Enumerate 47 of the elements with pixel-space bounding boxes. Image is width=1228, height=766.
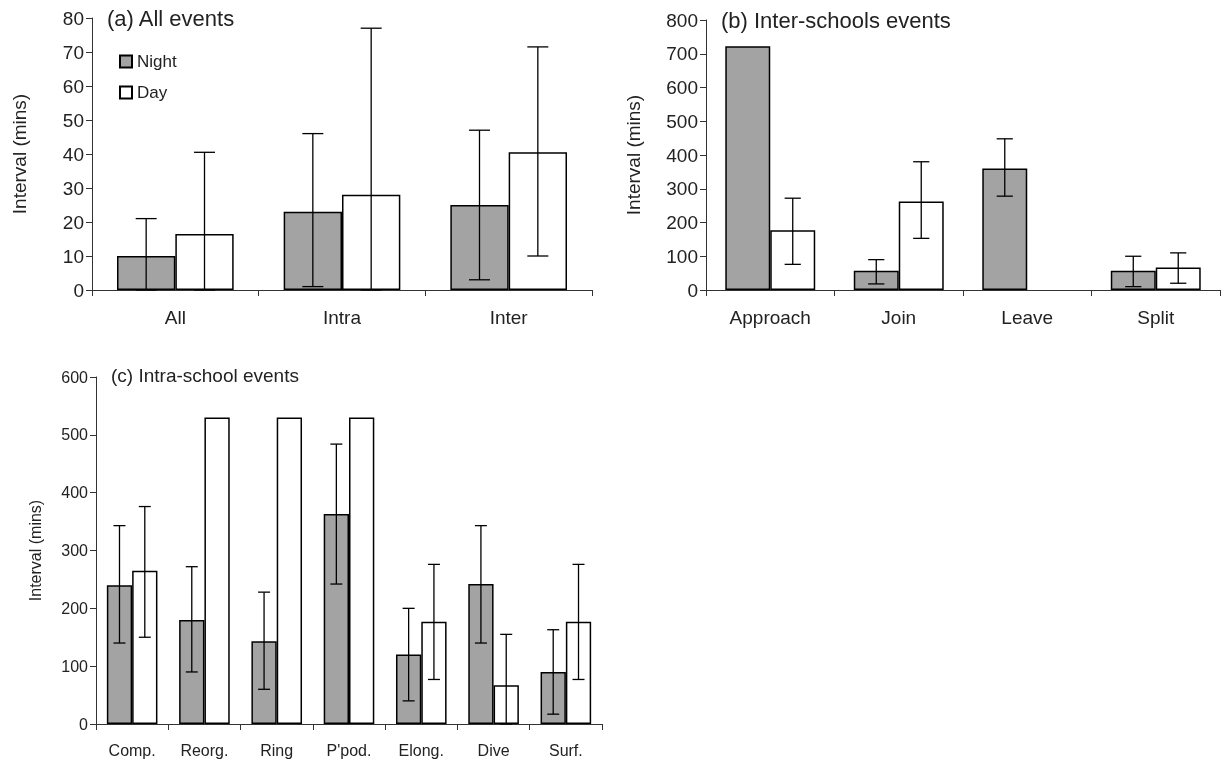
y-tick-label: 40 — [62, 143, 84, 165]
y-tick-label: 80 — [62, 7, 84, 29]
y-tick-label: 400 — [666, 144, 698, 166]
x-tick-label: Ring — [260, 741, 294, 759]
legend-label: Day — [137, 83, 168, 102]
y-tick-label: 20 — [62, 211, 84, 233]
x-tick-label: Elong. — [398, 741, 444, 759]
y-tick-label: 300 — [61, 542, 89, 559]
x-tick-label: Join — [881, 307, 917, 328]
x-tick-label: Comp. — [108, 741, 156, 759]
y-axis-title: Interval (mins) — [623, 94, 645, 216]
y-tick-label: 10 — [62, 245, 84, 267]
y-tick-label: 300 — [666, 178, 698, 200]
y-tick-label: 30 — [62, 177, 84, 199]
y-tick-label: 600 — [61, 368, 89, 386]
y-tick-label: 100 — [61, 657, 89, 675]
y-tick-label: 70 — [62, 41, 84, 63]
y-tick-label: 0 — [687, 279, 698, 301]
y-axis-title: Interval (mins) — [9, 93, 31, 215]
chart-title: (c) Intra-school events — [111, 365, 299, 386]
y-tick-label: 500 — [61, 426, 89, 444]
chart-title: (a) All events — [107, 5, 235, 31]
x-tick-label: Surf. — [548, 741, 583, 759]
x-tick-label: Inter — [489, 307, 529, 328]
x-tick-label: Leave — [1001, 307, 1054, 328]
y-tick-label: 400 — [61, 484, 89, 502]
y-tick-label: 600 — [666, 77, 698, 98]
y-tick-label: 0 — [79, 715, 89, 733]
y-tick-label: 200 — [666, 212, 698, 233]
y-tick-label: 50 — [62, 109, 84, 131]
y-tick-label: 0 — [73, 279, 84, 301]
x-tick-label: Dive — [477, 741, 510, 759]
y-tick-label: 200 — [61, 599, 89, 617]
x-tick-label: Intra — [322, 307, 362, 328]
y-tick-label: 100 — [666, 245, 698, 267]
y-tick-label: 60 — [62, 75, 84, 97]
y-tick-label: 500 — [666, 110, 698, 132]
chart-title: (b) Inter-schools events — [721, 7, 951, 33]
x-tick-label: Split — [1137, 307, 1175, 328]
y-tick-label: 800 — [666, 9, 698, 31]
x-tick-label: P'pod. — [326, 741, 372, 759]
x-tick-label: Reorg. — [180, 741, 229, 759]
x-tick-label: Approach — [729, 307, 811, 328]
legend-label: Night — [137, 52, 177, 71]
x-tick-label: All — [164, 307, 186, 328]
y-axis-title: Interval (mins) — [26, 499, 44, 602]
y-tick-label: 700 — [666, 43, 698, 65]
